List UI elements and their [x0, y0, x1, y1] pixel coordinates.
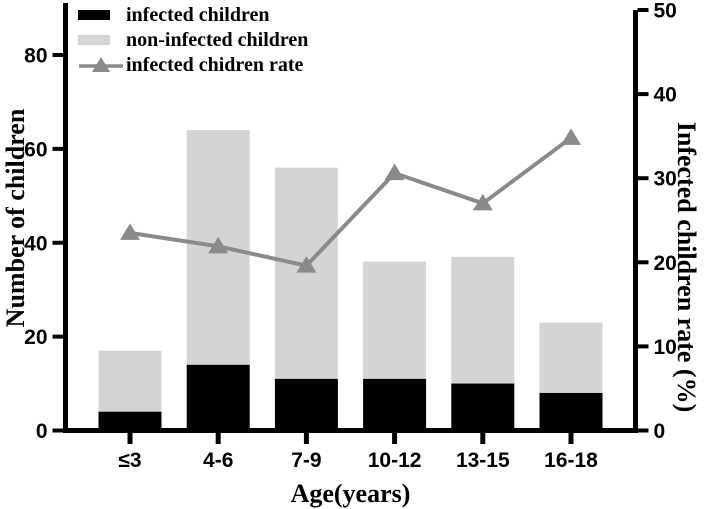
bar-noninfected-≤3	[98, 350, 162, 412]
rate-marker-10-12	[384, 163, 405, 181]
right-axis-tick-label-20: 20	[654, 252, 677, 275]
left-axis-tick-label-0: 0	[36, 420, 48, 443]
bar-infected-16-18	[539, 392, 603, 433]
bar-infected-≤3	[98, 411, 162, 433]
rate-marker-≤3	[120, 223, 140, 240]
legend-item-rate: infected chidren rate	[78, 52, 308, 77]
left-axis-tick-label-20: 20	[24, 326, 47, 349]
bar-noninfected-16-18	[539, 322, 603, 393]
x-axis-tick-label-16-18: 16-18	[544, 449, 598, 472]
bar-infected-13-15	[451, 383, 515, 433]
right-axis-tick-label-40: 40	[654, 84, 677, 107]
x-axis-tick-label-10-12: 10-12	[368, 449, 422, 472]
x-axis-tick-label-≤3: ≤3	[118, 449, 141, 472]
legend-line-triangle-marker-icon	[78, 55, 126, 75]
bar-noninfected-10-12	[363, 261, 427, 379]
x-axis-tick-label-13-15: 13-15	[456, 449, 510, 472]
rate-marker-4-6	[208, 236, 229, 254]
legend-item-noninfected: non-infected children	[78, 27, 308, 52]
legend-swatch-noninfected-icon	[78, 34, 126, 45]
legend: infected children non-infected children …	[78, 2, 308, 77]
right-axis-tick-label-50: 50	[654, 0, 677, 23]
legend-swatch-infected-icon	[78, 9, 126, 20]
left-axis-tick-label-80: 80	[24, 45, 47, 68]
legend-label-noninfected: non-infected children	[126, 28, 309, 51]
x-axis-title: Age(years)	[290, 479, 411, 508]
rate-line	[129, 136, 573, 268]
left-axis-title: Number of children	[1, 108, 30, 328]
x-axis-tick-label-4-6: 4-6	[203, 449, 233, 472]
x-axis-tick-label-7-9: 7-9	[291, 449, 321, 472]
legend-label-infected: infected children	[126, 3, 270, 26]
left-axis-tick-label-40: 40	[24, 232, 47, 255]
rate-marker-13-15	[472, 193, 493, 211]
bar-infected-7-9	[274, 378, 338, 433]
right-axis-tick-label-30: 30	[654, 168, 677, 191]
bar-noninfected-7-9	[274, 167, 338, 379]
rate-marker-16-18	[561, 128, 581, 145]
legend-item-infected: infected children	[78, 2, 308, 27]
bar-noninfected-13-15	[451, 256, 515, 384]
right-axis-tick-label-0: 0	[654, 420, 666, 443]
legend-label-rate: infected chidren rate	[126, 53, 304, 76]
right-axis-tick-label-10: 10	[654, 336, 677, 359]
bar-infected-10-12	[363, 378, 427, 433]
bar-infected-4-6	[186, 364, 250, 433]
rate-marker-7-9	[296, 256, 317, 273]
left-axis-tick-label-60: 60	[24, 138, 47, 161]
right-axis-title: Infected children rate (%)	[672, 121, 701, 413]
